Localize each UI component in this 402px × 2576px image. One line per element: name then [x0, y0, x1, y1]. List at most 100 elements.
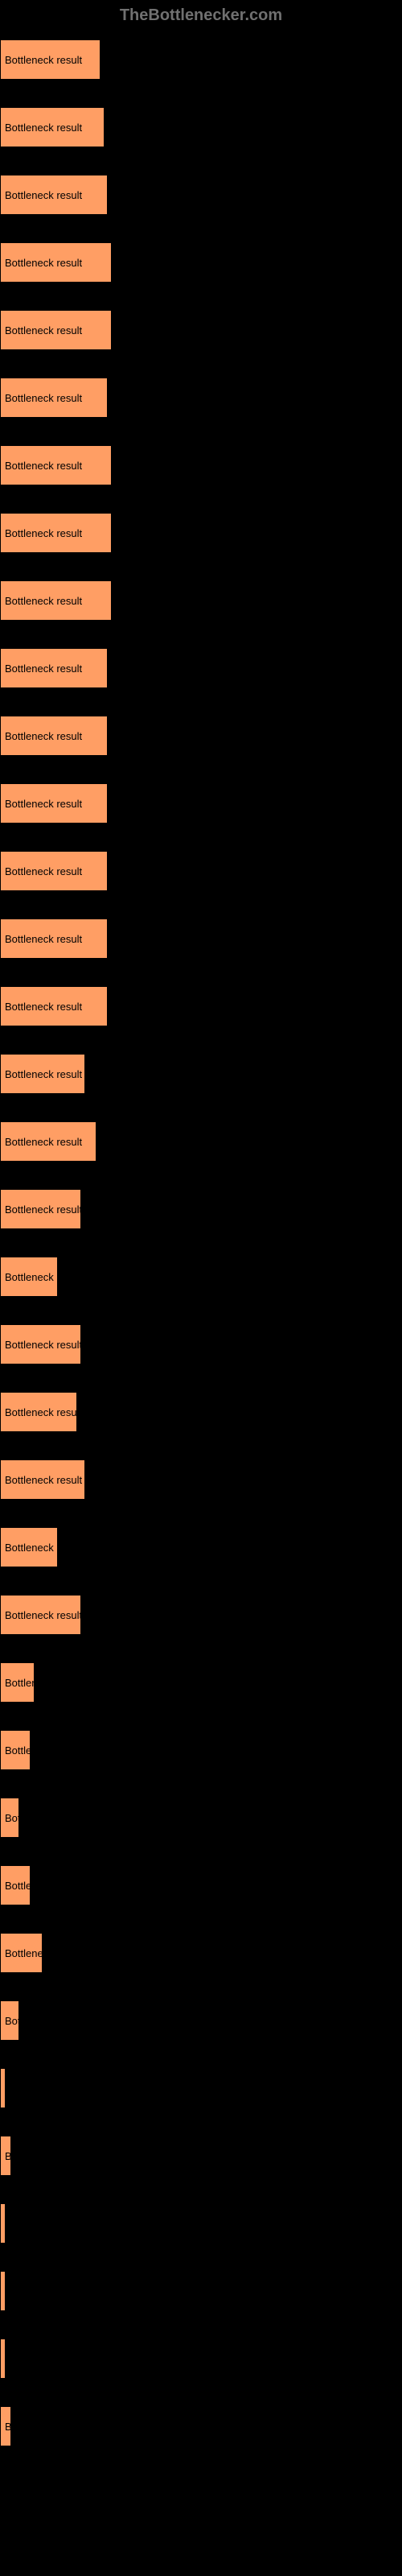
bar-row: Bottleneck result	[0, 39, 402, 80]
chart-bar: Bottleneck result	[0, 580, 112, 621]
chart-bar: Bottleneck result	[0, 2271, 6, 2311]
bar-row: Bottleneck result	[0, 580, 402, 621]
bar-row: Bottleneck result	[0, 242, 402, 283]
bar-label: Bottleneck result	[5, 324, 82, 336]
bar-row: Bottleneck result	[0, 1730, 402, 1770]
bar-label: Bottleneck result	[5, 2421, 11, 2433]
bar-row: Bottleneck result	[0, 2000, 402, 2041]
bar-row: Bottleneck result	[0, 2339, 402, 2379]
bar-label: Bottleneck result	[5, 1406, 77, 1418]
chart-bar: Bottleneck result	[0, 1865, 31, 1905]
chart-bar: Bottleneck result	[0, 2406, 11, 2446]
chart-bar: Bottleneck result	[0, 1798, 19, 1838]
chart-bar: Bottleneck result	[0, 310, 112, 350]
bar-label: Bottleneck result	[5, 2353, 6, 2365]
bar-row: Bottleneck result	[0, 1527, 402, 1567]
bar-label: Bottleneck result	[5, 1677, 35, 1689]
chart-bar: Bottleneck result	[0, 2203, 6, 2244]
bar-label: Bottleneck result	[5, 1068, 82, 1080]
chart-bar: Bottleneck result	[0, 2068, 6, 2108]
bar-row: Bottleneck result	[0, 1865, 402, 1905]
bar-label: Bottleneck result	[5, 1339, 81, 1351]
chart-bar: Bottleneck result	[0, 783, 108, 824]
chart-bar: Bottleneck result	[0, 1121, 96, 1162]
chart-bar: Bottleneck result	[0, 445, 112, 485]
bar-label: Bottleneck result	[5, 1947, 43, 1959]
bar-label: Bottleneck result	[5, 1203, 81, 1216]
chart-bar: Bottleneck result	[0, 242, 112, 283]
bar-row: Bottleneck result	[0, 1121, 402, 1162]
bar-row: Bottleneck result	[0, 310, 402, 350]
bottleneck-chart: Bottleneck result Bottleneck result Bottle…	[0, 31, 402, 2506]
chart-bar: Bottleneck result	[0, 919, 108, 959]
bar-label: Bottleneck result	[5, 527, 82, 539]
bar-row: Bottleneck result	[0, 2136, 402, 2176]
chart-bar: Bottleneck result	[0, 2339, 6, 2379]
chart-bar: Bottleneck result	[0, 851, 108, 891]
chart-bar: Bottleneck result	[0, 986, 108, 1026]
bar-label: Bottleneck result	[5, 2218, 6, 2230]
bar-row: Bottleneck result	[0, 851, 402, 891]
bar-row: Bottleneck result	[0, 378, 402, 418]
bar-label: Bottleneck result	[5, 1271, 58, 1283]
bar-label: Bottleneck result	[5, 257, 82, 269]
bar-label: Bottleneck result	[5, 1609, 81, 1621]
bar-label: Bottleneck result	[5, 2083, 6, 2095]
chart-bar: Bottleneck result	[0, 1392, 77, 1432]
bar-row: Bottleneck result	[0, 2271, 402, 2311]
bar-row: Bottleneck result	[0, 986, 402, 1026]
bar-row: Bottleneck result	[0, 648, 402, 688]
bar-label: Bottleneck result	[5, 1744, 31, 1757]
bar-label: Bottleneck result	[5, 1542, 58, 1554]
bar-row: Bottleneck result	[0, 919, 402, 959]
chart-bar: Bottleneck result	[0, 1257, 58, 1297]
chart-bar: Bottleneck result	[0, 2000, 19, 2041]
bar-label: Bottleneck result	[5, 1001, 82, 1013]
bar-row: Bottleneck result	[0, 1257, 402, 1297]
bar-row: Bottleneck result	[0, 175, 402, 215]
bar-row: Bottleneck result	[0, 1933, 402, 1973]
bar-label: Bottleneck result	[5, 1474, 82, 1486]
bar-label: Bottleneck result	[5, 663, 82, 675]
chart-bar: Bottleneck result	[0, 716, 108, 756]
chart-bar: Bottleneck result	[0, 513, 112, 553]
bar-row: Bottleneck result	[0, 716, 402, 756]
chart-bar: Bottleneck result	[0, 107, 105, 147]
chart-bar: Bottleneck result	[0, 1527, 58, 1567]
chart-bar: Bottleneck result	[0, 1459, 85, 1500]
chart-bar: Bottleneck result	[0, 1595, 81, 1635]
bar-label: Bottleneck result	[5, 1812, 19, 1824]
chart-bar: Bottleneck result	[0, 1933, 43, 1973]
site-header: TheBottlenecker.com	[0, 0, 402, 31]
chart-bar: Bottleneck result	[0, 378, 108, 418]
bar-row: Bottleneck result	[0, 2406, 402, 2446]
bar-label: Bottleneck result	[5, 122, 82, 134]
bar-label: Bottleneck result	[5, 2285, 6, 2297]
bar-label: Bottleneck result	[5, 595, 82, 607]
chart-bar: Bottleneck result	[0, 175, 108, 215]
bar-row: Bottleneck result	[0, 1798, 402, 1838]
chart-bar: Bottleneck result	[0, 39, 100, 80]
bar-label: Bottleneck result	[5, 460, 82, 472]
bar-label: Bottleneck result	[5, 865, 82, 877]
bar-label: Bottleneck result	[5, 54, 82, 66]
bar-label: Bottleneck result	[5, 730, 82, 742]
bar-label: Bottleneck result	[5, 2015, 19, 2027]
bar-label: Bottleneck result	[5, 1136, 82, 1148]
bar-row: Bottleneck result	[0, 1189, 402, 1229]
bar-row: Bottleneck result	[0, 1459, 402, 1500]
bar-row: Bottleneck result	[0, 2203, 402, 2244]
chart-bar: Bottleneck result	[0, 1054, 85, 1094]
chart-bar: Bottleneck result	[0, 1662, 35, 1703]
bar-label: Bottleneck result	[5, 798, 82, 810]
bar-row: Bottleneck result	[0, 107, 402, 147]
bar-label: Bottleneck result	[5, 392, 82, 404]
chart-bar: Bottleneck result	[0, 1730, 31, 1770]
chart-bar: Bottleneck result	[0, 1324, 81, 1364]
bar-row: Bottleneck result	[0, 445, 402, 485]
bar-row: Bottleneck result	[0, 1392, 402, 1432]
chart-bar: Bottleneck result	[0, 1189, 81, 1229]
chart-bar: Bottleneck result	[0, 648, 108, 688]
bar-label: Bottleneck result	[5, 189, 82, 201]
bar-label: Bottleneck result	[5, 933, 82, 945]
